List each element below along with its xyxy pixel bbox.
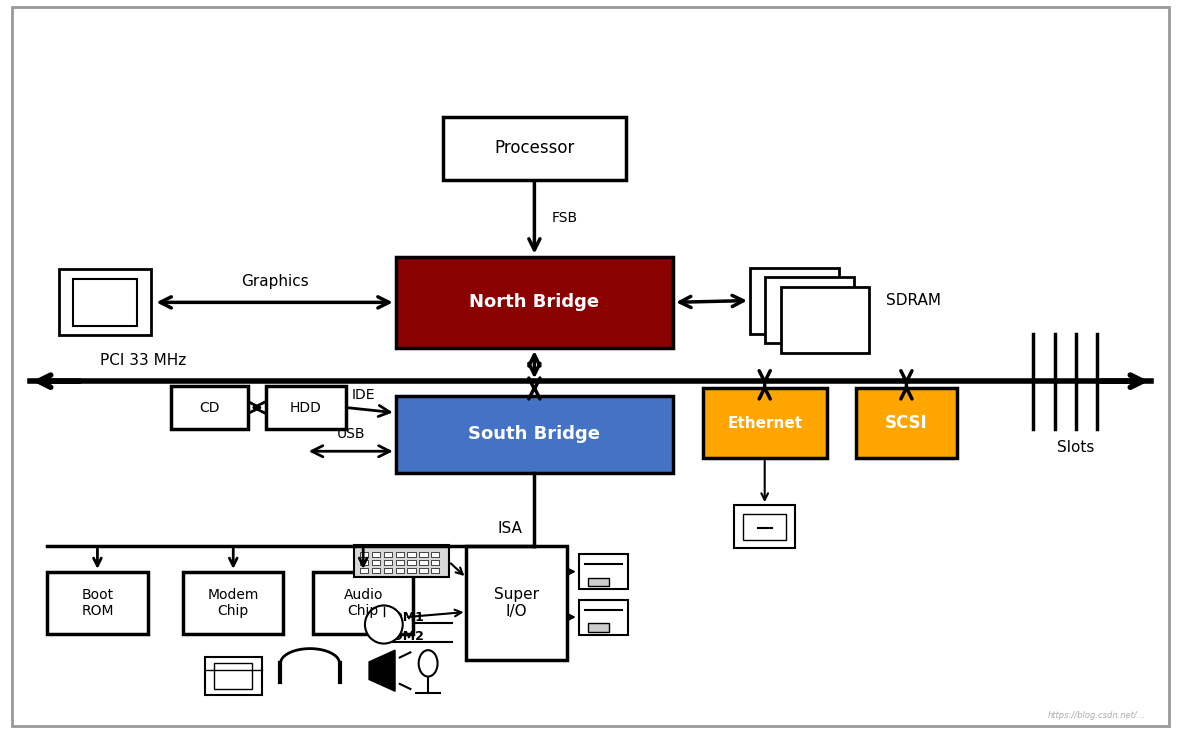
Text: Audio
Chip: Audio Chip [344,588,383,618]
FancyBboxPatch shape [12,7,1169,726]
FancyBboxPatch shape [466,546,567,660]
FancyBboxPatch shape [431,560,439,565]
Text: Processor: Processor [494,139,575,158]
FancyBboxPatch shape [372,552,380,557]
FancyBboxPatch shape [703,388,827,458]
FancyBboxPatch shape [360,552,368,557]
FancyBboxPatch shape [419,568,428,573]
FancyBboxPatch shape [384,560,392,565]
FancyBboxPatch shape [384,552,392,557]
Text: Super
I/O: Super I/O [494,586,540,619]
Text: https://blog.csdn.net/...: https://blog.csdn.net/... [1048,711,1146,720]
FancyBboxPatch shape [750,268,839,334]
FancyBboxPatch shape [183,572,283,634]
FancyBboxPatch shape [744,514,787,540]
FancyBboxPatch shape [579,600,628,635]
Text: FSB: FSB [553,211,579,225]
FancyBboxPatch shape [407,560,416,565]
Polygon shape [368,650,394,691]
Text: PCI 33 MHz: PCI 33 MHz [100,353,187,368]
FancyBboxPatch shape [354,545,449,577]
FancyBboxPatch shape [443,117,626,180]
Text: Graphics: Graphics [241,274,308,289]
FancyBboxPatch shape [266,386,346,429]
FancyBboxPatch shape [384,568,392,573]
Text: Boot
ROM: Boot ROM [81,588,113,618]
Text: HDD: HDD [291,400,321,415]
FancyBboxPatch shape [205,657,262,695]
FancyBboxPatch shape [733,505,796,548]
Text: IDE: IDE [352,388,376,402]
FancyBboxPatch shape [781,287,869,353]
Text: USB: USB [337,427,365,441]
FancyBboxPatch shape [396,396,673,473]
FancyBboxPatch shape [765,277,854,343]
FancyBboxPatch shape [588,578,609,586]
FancyBboxPatch shape [407,552,416,557]
Text: Ethernet: Ethernet [727,416,802,431]
Text: North Bridge: North Bridge [469,293,600,312]
FancyBboxPatch shape [360,560,368,565]
FancyBboxPatch shape [588,623,609,632]
FancyBboxPatch shape [431,568,439,573]
FancyBboxPatch shape [419,552,428,557]
FancyBboxPatch shape [59,270,151,336]
Text: COM1: COM1 [384,611,425,624]
Text: SCSI: SCSI [885,414,928,432]
FancyBboxPatch shape [360,568,368,573]
FancyBboxPatch shape [313,572,413,634]
Text: ISA: ISA [497,521,522,536]
FancyBboxPatch shape [47,572,148,634]
FancyBboxPatch shape [372,568,380,573]
FancyBboxPatch shape [372,560,380,565]
FancyBboxPatch shape [73,279,137,325]
Ellipse shape [365,605,403,644]
Text: SDRAM: SDRAM [886,293,941,308]
Text: CD: CD [200,400,220,415]
Text: Modem
Chip: Modem Chip [208,588,259,618]
FancyBboxPatch shape [215,663,253,689]
FancyBboxPatch shape [579,554,628,589]
FancyBboxPatch shape [171,386,248,429]
FancyBboxPatch shape [396,257,673,348]
FancyBboxPatch shape [407,568,416,573]
FancyBboxPatch shape [396,552,404,557]
Text: Slots: Slots [1057,440,1095,454]
FancyBboxPatch shape [431,552,439,557]
FancyBboxPatch shape [396,568,404,573]
FancyBboxPatch shape [419,560,428,565]
FancyBboxPatch shape [856,388,957,458]
FancyBboxPatch shape [396,560,404,565]
Text: South Bridge: South Bridge [469,425,600,443]
Ellipse shape [419,650,437,677]
Text: COM2: COM2 [384,630,425,643]
